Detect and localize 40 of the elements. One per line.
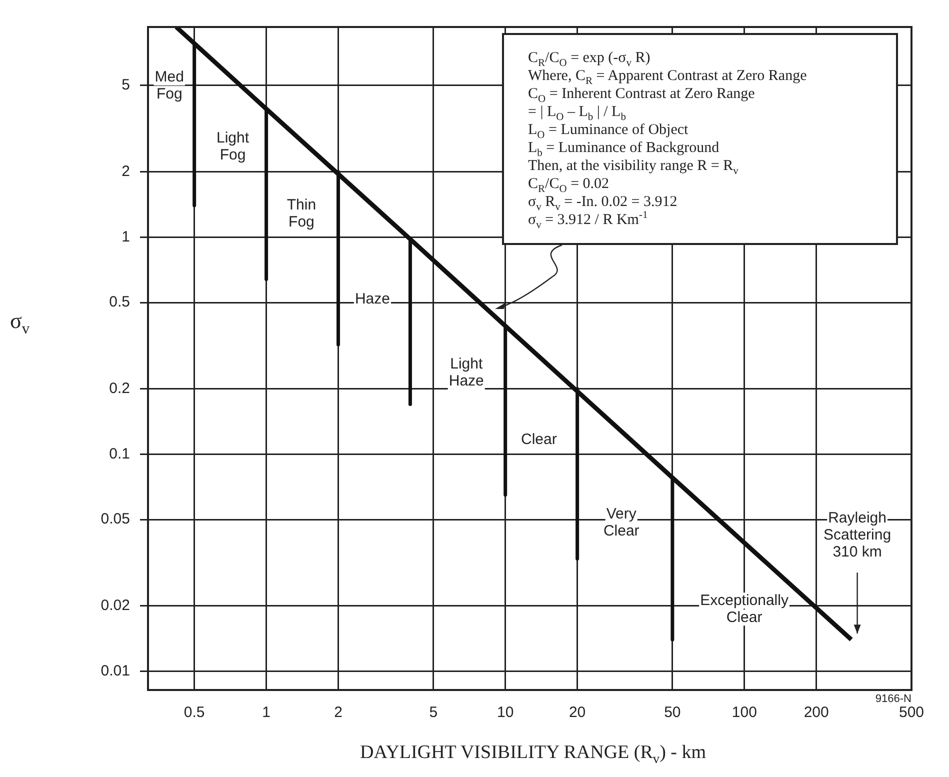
y-tick-label: 0.05: [100, 510, 130, 528]
y-tick-label: 2: [122, 163, 130, 180]
y-tick-label: 5: [122, 76, 130, 94]
y-tick-label: 0.5: [109, 294, 130, 311]
text: 9166-N: [874, 693, 912, 705]
annotation: C$_{O}$ = Inherent Contrast at Zero Range: [528, 85, 756, 105]
annotation: Exceptionally Clear: [700, 592, 789, 626]
annotation: = | L$_{O}$ – L$_{b}$ | / L$_{b}$: [528, 103, 627, 123]
annotation: Light Fog: [216, 130, 250, 164]
y-tick-label: 0.02: [100, 597, 130, 614]
annotation: Clear: [520, 431, 557, 448]
x-tick-label: 20: [568, 704, 586, 722]
x-tick-label: 0.5: [184, 704, 205, 722]
x-tick-label: 5: [429, 704, 438, 722]
x-tick-label: 200: [804, 704, 829, 722]
x-tick-label: 500: [898, 704, 924, 722]
annotation: Very Clear: [603, 506, 640, 540]
annotation: Then, at the visibility range R = R$_{v}$: [528, 157, 740, 177]
annotation: σ$_{v}$ = 3.912 / R Km$^{-1}$: [528, 210, 648, 231]
x-tick-label: 2: [334, 704, 342, 722]
annotation: Light Haze: [448, 356, 484, 390]
x-tick-label: 1: [262, 704, 270, 722]
annotation: L$_{O}$ = Luminance of Object: [528, 121, 690, 141]
annotation: Rayleigh Scattering 310 km: [824, 510, 892, 561]
annotation: Where, C$_{R}$ = Apparent Contrast at Zero Range: [528, 68, 807, 87]
annotation: L$_{b}$ = Luminance of Background: [528, 139, 720, 159]
y-axis-title: σ$_{v}$: [10, 308, 30, 338]
x-tick-label: 50: [664, 704, 681, 722]
annotation: C$_{R}$/C$_{O}$ = 0.02: [528, 176, 610, 195]
annotation: C$_{R}$/C$_{O}$ = exp (-σ$_{v}$ R): [528, 49, 652, 69]
x-axis-title: DAYLIGHT VISIBILITY RANGE (R$_{v}$) - km: [359, 742, 707, 766]
x-tick-label: 100: [732, 704, 757, 722]
annotation: Haze: [354, 290, 390, 308]
x-tick-label: 10: [497, 704, 514, 722]
y-tick-label: 0.1: [109, 445, 130, 462]
y-tick-label: 0.01: [100, 662, 130, 680]
annotation: Med Fog: [154, 68, 184, 103]
y-tick-label: 0.2: [109, 380, 130, 398]
annotation: Thin Fog: [286, 196, 316, 231]
y-tick-label: 1: [122, 228, 130, 246]
